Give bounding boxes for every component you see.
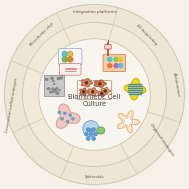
Circle shape xyxy=(87,128,90,131)
Circle shape xyxy=(63,112,66,115)
Circle shape xyxy=(119,57,123,61)
Circle shape xyxy=(5,5,184,184)
FancyBboxPatch shape xyxy=(105,45,111,49)
Circle shape xyxy=(68,57,73,62)
Circle shape xyxy=(66,120,69,123)
Ellipse shape xyxy=(55,90,56,91)
Ellipse shape xyxy=(57,77,60,79)
Ellipse shape xyxy=(59,90,60,91)
Text: Spheroids: Spheroids xyxy=(85,175,104,179)
Circle shape xyxy=(114,64,118,68)
Ellipse shape xyxy=(55,91,56,92)
Polygon shape xyxy=(80,88,88,96)
Polygon shape xyxy=(81,79,92,87)
Text: Autonomous: Autonomous xyxy=(172,71,180,96)
Circle shape xyxy=(22,22,167,167)
Circle shape xyxy=(87,137,90,140)
Ellipse shape xyxy=(48,88,50,89)
Polygon shape xyxy=(94,80,106,87)
Circle shape xyxy=(89,129,93,132)
Polygon shape xyxy=(124,78,146,100)
FancyBboxPatch shape xyxy=(59,64,81,75)
FancyBboxPatch shape xyxy=(77,81,112,99)
Ellipse shape xyxy=(53,90,56,92)
Circle shape xyxy=(61,117,64,120)
Text: Integration platforms: Integration platforms xyxy=(73,10,116,14)
Polygon shape xyxy=(118,111,139,133)
Circle shape xyxy=(39,39,150,150)
Ellipse shape xyxy=(56,88,58,89)
Text: Biomimetic Cell
Culture: Biomimetic Cell Culture xyxy=(68,94,121,107)
Polygon shape xyxy=(101,88,110,94)
Polygon shape xyxy=(56,104,80,128)
Circle shape xyxy=(68,51,73,57)
Circle shape xyxy=(108,64,112,68)
Circle shape xyxy=(71,117,74,120)
Circle shape xyxy=(119,64,123,68)
Circle shape xyxy=(101,93,103,95)
Circle shape xyxy=(89,132,93,136)
Ellipse shape xyxy=(60,77,63,79)
Ellipse shape xyxy=(51,77,53,79)
Text: Organoid strategies: Organoid strategies xyxy=(149,122,175,156)
Circle shape xyxy=(62,57,67,62)
Polygon shape xyxy=(123,117,133,126)
Ellipse shape xyxy=(52,91,54,92)
Circle shape xyxy=(114,57,118,61)
Circle shape xyxy=(58,111,61,114)
Text: Microfluidic chip: Microfluidic chip xyxy=(29,22,55,47)
Circle shape xyxy=(92,128,95,131)
Text: Conventional scaffold strategies: Conventional scaffold strategies xyxy=(5,78,19,133)
Circle shape xyxy=(108,57,112,61)
FancyBboxPatch shape xyxy=(103,54,125,72)
Ellipse shape xyxy=(53,80,54,81)
FancyBboxPatch shape xyxy=(44,75,64,96)
Circle shape xyxy=(85,82,88,84)
Circle shape xyxy=(92,137,95,140)
Polygon shape xyxy=(98,91,106,97)
Circle shape xyxy=(104,90,106,92)
Circle shape xyxy=(99,83,101,85)
Ellipse shape xyxy=(46,78,47,79)
Circle shape xyxy=(83,91,85,93)
Ellipse shape xyxy=(50,91,52,93)
Ellipse shape xyxy=(97,127,105,134)
Polygon shape xyxy=(88,88,98,96)
Circle shape xyxy=(94,132,97,136)
Text: 3D bioprinting: 3D bioprinting xyxy=(135,23,158,46)
Ellipse shape xyxy=(46,79,48,80)
FancyBboxPatch shape xyxy=(59,49,82,65)
Circle shape xyxy=(92,91,94,93)
Ellipse shape xyxy=(52,88,54,90)
Circle shape xyxy=(69,114,72,117)
Circle shape xyxy=(62,51,67,57)
Ellipse shape xyxy=(47,88,49,90)
Circle shape xyxy=(83,121,99,137)
Ellipse shape xyxy=(56,92,59,94)
Circle shape xyxy=(85,132,88,136)
